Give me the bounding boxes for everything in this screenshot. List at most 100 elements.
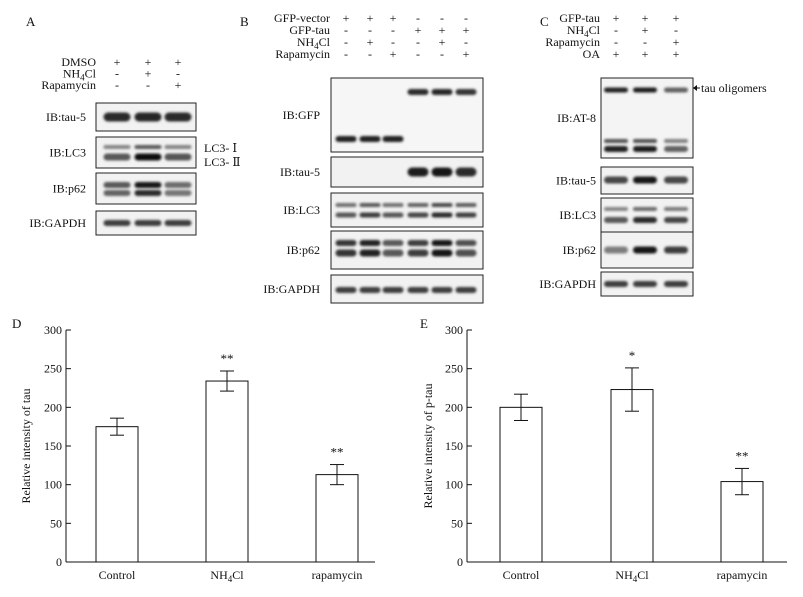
blot-frame [330, 192, 484, 228]
blot-band [633, 207, 657, 211]
blot-band [103, 153, 131, 161]
condition-label: GFP-tau [559, 11, 600, 25]
condition-label: DMSO [61, 55, 96, 69]
condition-sign: + [642, 47, 649, 61]
blot-band [382, 136, 404, 142]
blot-band [134, 220, 162, 226]
condition-sign: + [439, 23, 446, 37]
y-tick-label: 100 [44, 478, 62, 492]
condition-sign: - [440, 11, 444, 25]
lc3-i-label: LC3- Ⅰ [204, 141, 237, 155]
lc3-ii-label: LC3- Ⅱ [204, 155, 241, 169]
condition-sign: + [415, 23, 422, 37]
condition-sign: + [175, 78, 182, 92]
blot-label: IB:tau-5 [46, 110, 86, 124]
blot-band [431, 249, 453, 257]
condition-sign: - [464, 35, 468, 49]
condition-label: Rapamycin [41, 78, 96, 92]
blot-band [664, 246, 688, 254]
x-tick-label: Control [503, 568, 540, 582]
blot-label: IB:LC3 [283, 203, 320, 217]
condition-sign: - [344, 23, 348, 37]
blot-band [407, 240, 429, 246]
blot-band [382, 240, 404, 246]
x-tick-label: rapamycin [717, 568, 768, 582]
y-tick-label: 250 [445, 362, 463, 376]
blot-band [604, 281, 628, 287]
condition-sign: - [416, 35, 420, 49]
blot-band [455, 240, 477, 246]
blot-band [633, 139, 657, 143]
blot-band [604, 217, 628, 223]
blot-band [382, 249, 404, 257]
condition-label: Rapamycin [275, 47, 330, 61]
condition-sign: - [368, 23, 372, 37]
blot-band [359, 203, 381, 207]
blot-band [633, 176, 657, 184]
blot-band [431, 212, 453, 218]
blot-band [455, 287, 477, 293]
blot-band [431, 287, 453, 293]
blot-band [103, 112, 131, 122]
blot-band [407, 203, 429, 207]
condition-sign: - [146, 78, 150, 92]
blot-band [633, 146, 657, 152]
condition-sign: + [367, 35, 374, 49]
condition-sign: + [642, 11, 649, 25]
blot-label: IB:p62 [563, 243, 596, 257]
blot-band [335, 240, 357, 246]
blot-label: IB:p62 [287, 243, 320, 257]
condition-sign: + [145, 55, 152, 69]
blot-band [407, 287, 429, 293]
blot-band [604, 207, 628, 211]
blot-frame [95, 172, 197, 205]
blot-band [604, 87, 628, 93]
condition-sign: + [642, 23, 649, 37]
blot-band [164, 182, 192, 188]
condition-sign: - [614, 23, 618, 37]
condition-sign: + [390, 47, 397, 61]
condition-sign: - [115, 67, 119, 81]
blot-band [407, 212, 429, 218]
blot-band [164, 153, 192, 161]
condition-sign: - [391, 35, 395, 49]
blot-label: IB:AT-8 [557, 111, 596, 125]
panel-letter-panel_c: C [540, 14, 549, 29]
blot-band [664, 176, 688, 184]
y-axis-label: Relative intensity of tau [19, 389, 33, 504]
condition-sign: + [673, 47, 680, 61]
condition-label: GFP-vector [274, 11, 330, 25]
blot-label: IB:GAPDH [539, 277, 596, 291]
blot-band [604, 176, 628, 184]
bar [315, 474, 359, 563]
condition-sign: - [643, 35, 647, 49]
y-axis-label: Relative intensity of p-tau [421, 384, 435, 509]
blot-band [604, 139, 628, 143]
bar-chart-e [466, 329, 787, 563]
blot-band [664, 146, 688, 152]
blot-band [431, 203, 453, 207]
blot-band [164, 112, 192, 122]
bar [499, 406, 543, 563]
blot-band [455, 212, 477, 218]
blot-band [455, 203, 477, 207]
blot-band [664, 217, 688, 223]
blot-band [103, 182, 131, 188]
blot-band [407, 249, 429, 257]
condition-label: NH4Cl [63, 67, 97, 83]
x-tick-label: NH4Cl [615, 568, 649, 584]
x-tick-label: Control [99, 568, 136, 582]
blot-frame [95, 136, 197, 169]
bar-chart-d [65, 329, 375, 563]
condition-sign: - [674, 23, 678, 37]
oligomer-arrow-head [693, 85, 697, 91]
blot-label: IB:p62 [53, 182, 86, 196]
significance-marker: ** [736, 448, 749, 463]
blot-band [633, 87, 657, 93]
condition-label: GFP-tau [289, 23, 330, 37]
blot-label: IB:GAPDH [263, 282, 320, 296]
condition-sign: - [344, 47, 348, 61]
blot-band [164, 220, 192, 226]
y-tick-label: 200 [445, 400, 463, 414]
condition-sign: + [175, 55, 182, 69]
